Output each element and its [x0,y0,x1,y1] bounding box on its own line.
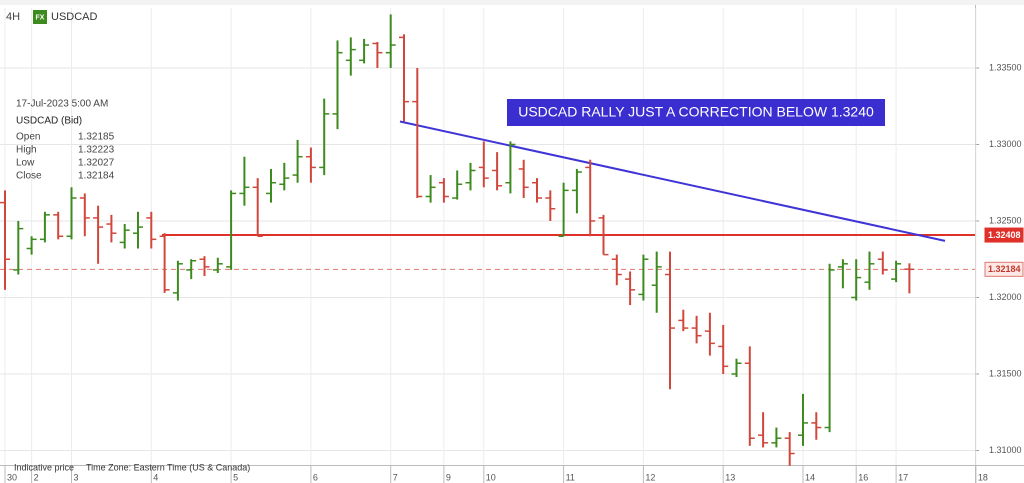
info-datetime: 17-Jul-2023 5:00 AM [16,99,108,110]
x-tick-label: 18 [978,472,988,482]
y-tick-label: 1.31500 [989,368,1022,378]
price-tag [984,227,1024,243]
annotation: USDCAD RALLY JUST A CORRECTION BELOW 1.3… [518,104,874,120]
trendline [399,120,946,242]
x-tick-label: 4 [153,472,158,482]
toolbar [0,0,1024,5]
info-label: High [16,145,37,156]
price-tag [984,261,1024,277]
x-tick-label: 3 [74,472,79,482]
x-tick-label: 30 [7,472,17,482]
info-panel: Open 1.32185 High 1.32223 Low 1.32027 Close 1.3… [16,132,115,182]
annotation-box [507,99,885,126]
x-tick-label: 16 [858,472,868,482]
plot [0,14,975,466]
x-tick-label: 2 [34,472,39,482]
price-tag-label: 1.32184 [988,264,1021,274]
footer-timezone: Time Zone: Eastern Time (US & Canada) [86,462,250,472]
y-tick-label: 1.32000 [989,292,1022,302]
info-label: Close [16,171,42,182]
info-value: 1.32185 [78,132,115,143]
x-tick-label: 13 [725,472,735,482]
x-tick-label: 7 [393,472,398,482]
badge [33,10,47,24]
x-tick-label: 9 [446,472,451,482]
symbol: USDCAD [51,11,98,23]
y-tick-label: 1.32500 [989,215,1022,225]
grid [0,8,979,483]
x-tick-label: 12 [645,472,655,482]
x-tick-label: 11 [566,472,575,482]
info-label: Open [16,132,40,143]
y-tick-label: 1.31000 [989,445,1022,455]
price-tag-label: 1.32408 [988,230,1021,240]
x-tick-label: 17 [898,472,908,482]
y-tick-label: 1.33000 [989,139,1022,149]
x-tick-label: 5 [233,472,238,482]
x-tick-label: 6 [313,472,318,482]
info-value: 1.32184 [78,171,115,182]
info-value: 1.32027 [78,158,115,169]
badge-text: FX [36,14,45,21]
info-symbol: USDCAD (Bid) [16,116,82,127]
y-tick-label: 1.33500 [989,62,1022,72]
x-tick-label: 10 [486,472,496,482]
x-tick-label: 14 [805,472,815,482]
footer-note: Indicative price [14,462,74,472]
info-label: Low [16,158,35,169]
interval: 4H [6,11,20,23]
info-value: 1.32223 [78,145,115,156]
